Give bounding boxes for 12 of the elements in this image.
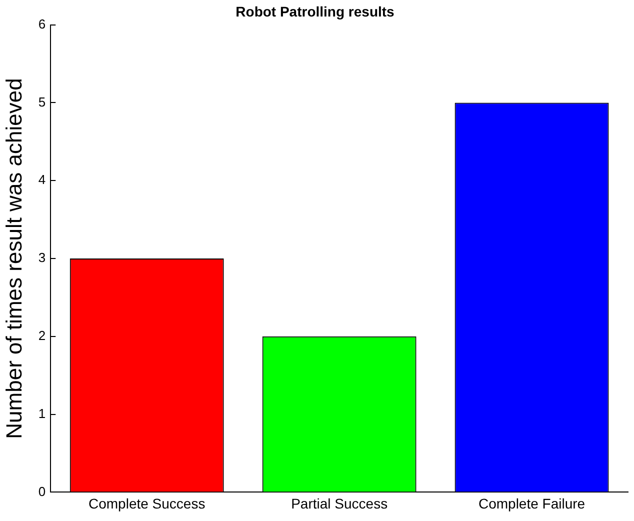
y-tick-label: 2: [38, 328, 46, 343]
x-tick-label: Partial Success: [291, 495, 388, 512]
chart-title: Robot Patrolling results: [236, 3, 395, 20]
x-tick-label: Complete Success: [88, 495, 206, 512]
y-tick-label: 1: [38, 406, 46, 421]
y-tick-label: 5: [38, 94, 46, 110]
y-tick-label: 3: [38, 250, 46, 266]
x-tick-label: Complete Failure: [478, 495, 586, 512]
y-tick-label: 4: [38, 172, 46, 188]
y-tick-label: 6: [38, 16, 46, 32]
y-tick-label: 0: [38, 484, 46, 499]
y-axis-title: Number of times result was achieved: [1, 78, 26, 439]
